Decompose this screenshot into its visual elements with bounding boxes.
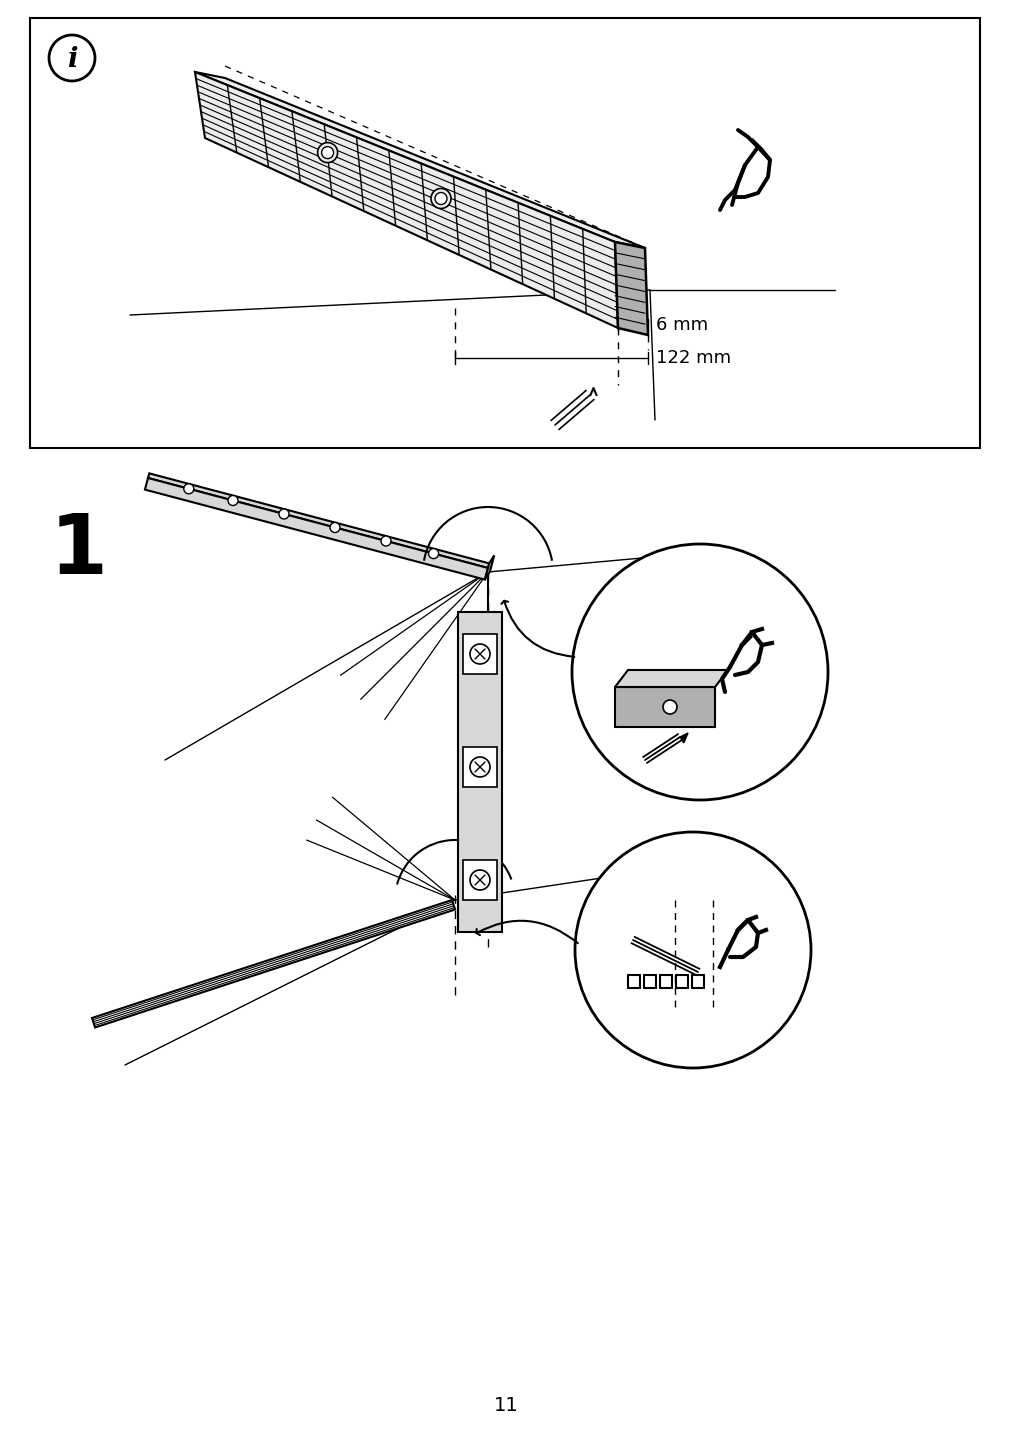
Polygon shape bbox=[679, 733, 687, 743]
Circle shape bbox=[49, 34, 95, 82]
Polygon shape bbox=[195, 72, 644, 248]
Circle shape bbox=[662, 700, 676, 715]
Circle shape bbox=[380, 536, 390, 546]
Circle shape bbox=[227, 495, 238, 505]
Bar bbox=[458, 611, 501, 932]
Circle shape bbox=[435, 192, 447, 205]
Circle shape bbox=[469, 758, 489, 778]
Text: 6 mm: 6 mm bbox=[655, 316, 708, 334]
Text: i: i bbox=[67, 46, 77, 73]
Circle shape bbox=[330, 523, 340, 533]
Polygon shape bbox=[145, 478, 487, 580]
Circle shape bbox=[317, 143, 338, 163]
Circle shape bbox=[574, 832, 810, 1068]
Polygon shape bbox=[615, 687, 715, 727]
Text: 122 mm: 122 mm bbox=[655, 349, 730, 367]
Circle shape bbox=[184, 484, 194, 494]
Polygon shape bbox=[92, 899, 455, 1028]
Polygon shape bbox=[484, 556, 493, 580]
Bar bbox=[463, 861, 496, 899]
Polygon shape bbox=[195, 72, 618, 328]
Circle shape bbox=[469, 871, 489, 891]
Text: 1: 1 bbox=[50, 510, 108, 591]
Text: 11: 11 bbox=[493, 1396, 518, 1415]
Circle shape bbox=[571, 544, 827, 800]
Polygon shape bbox=[148, 474, 488, 569]
Bar bbox=[463, 634, 496, 674]
Polygon shape bbox=[615, 670, 727, 687]
Circle shape bbox=[429, 548, 438, 558]
Circle shape bbox=[469, 644, 489, 664]
Polygon shape bbox=[615, 242, 647, 335]
Circle shape bbox=[279, 508, 289, 518]
Circle shape bbox=[431, 189, 451, 209]
Bar bbox=[463, 748, 496, 788]
Bar bbox=[30, 19, 979, 448]
Circle shape bbox=[321, 146, 334, 159]
